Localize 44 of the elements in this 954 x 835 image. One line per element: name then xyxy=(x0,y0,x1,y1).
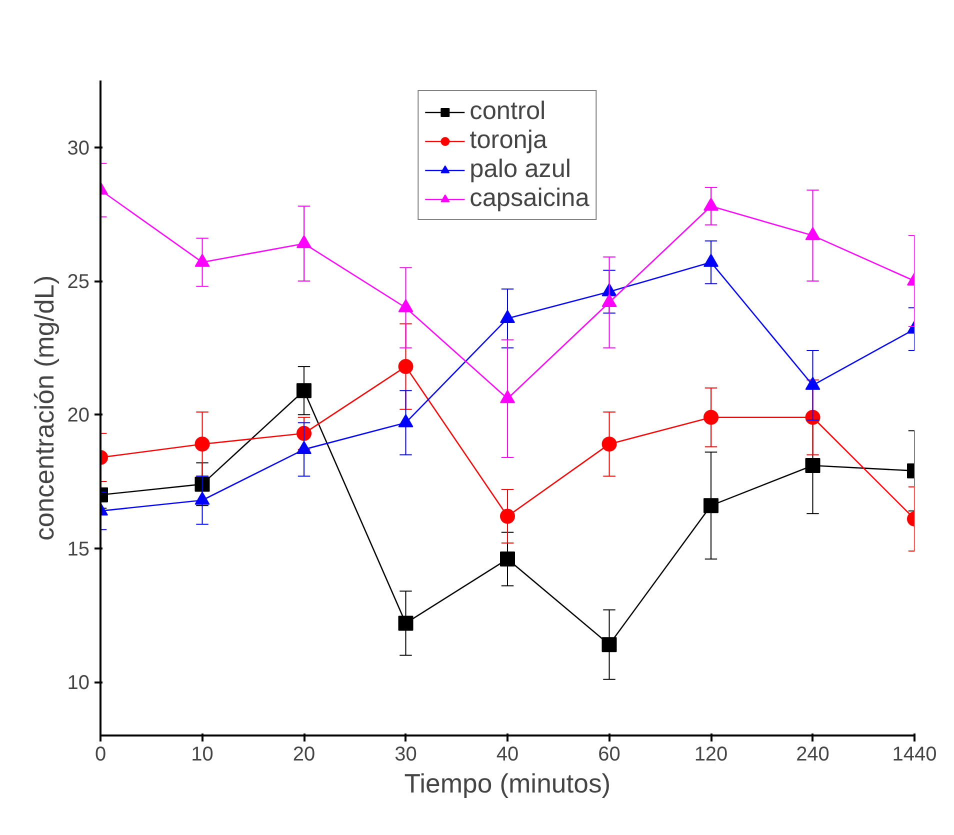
point xyxy=(398,359,414,374)
point xyxy=(296,383,312,398)
x-tick-label: 240 xyxy=(796,744,830,766)
point xyxy=(398,414,414,428)
point xyxy=(398,299,414,312)
x-tick-label: 120 xyxy=(694,744,728,766)
point xyxy=(500,552,515,567)
legend-label: capsaicina xyxy=(470,184,590,213)
x-axis-title: Tiempo (minutos) xyxy=(404,768,611,798)
y-tick-label: 20 xyxy=(67,404,90,427)
point xyxy=(194,254,210,267)
point xyxy=(704,254,718,267)
point xyxy=(602,294,617,307)
point xyxy=(805,376,820,390)
x-tick-label: 20 xyxy=(292,744,316,766)
point xyxy=(704,198,718,211)
y-tick-label: 10 xyxy=(67,672,90,694)
legend-label: control xyxy=(470,97,546,126)
y-tick-label: 15 xyxy=(67,538,90,560)
point xyxy=(704,410,718,425)
x-tick-label: 1440 xyxy=(892,744,937,766)
point xyxy=(602,637,617,652)
point xyxy=(805,458,820,473)
legend-label: palo azul xyxy=(470,155,572,184)
x-tick-label: 0 xyxy=(94,744,106,766)
x-tick-label: 60 xyxy=(598,744,620,766)
point xyxy=(500,508,515,524)
point xyxy=(296,235,312,248)
point xyxy=(296,426,312,441)
y-axis-title: concentración (mg/dL) xyxy=(29,275,60,541)
x-tick-label: 10 xyxy=(191,744,214,766)
x-tick-label: 30 xyxy=(394,744,417,766)
point xyxy=(500,310,515,323)
y-tick-label: 25 xyxy=(67,271,90,294)
point xyxy=(500,390,515,404)
point xyxy=(704,498,718,514)
legend-label: toronja xyxy=(470,126,548,155)
y-tick-label: 30 xyxy=(67,137,90,160)
point xyxy=(194,436,210,452)
point xyxy=(602,436,617,452)
point xyxy=(805,226,820,240)
point xyxy=(398,616,414,631)
point xyxy=(194,476,210,492)
x-tick-label: 40 xyxy=(496,744,519,766)
